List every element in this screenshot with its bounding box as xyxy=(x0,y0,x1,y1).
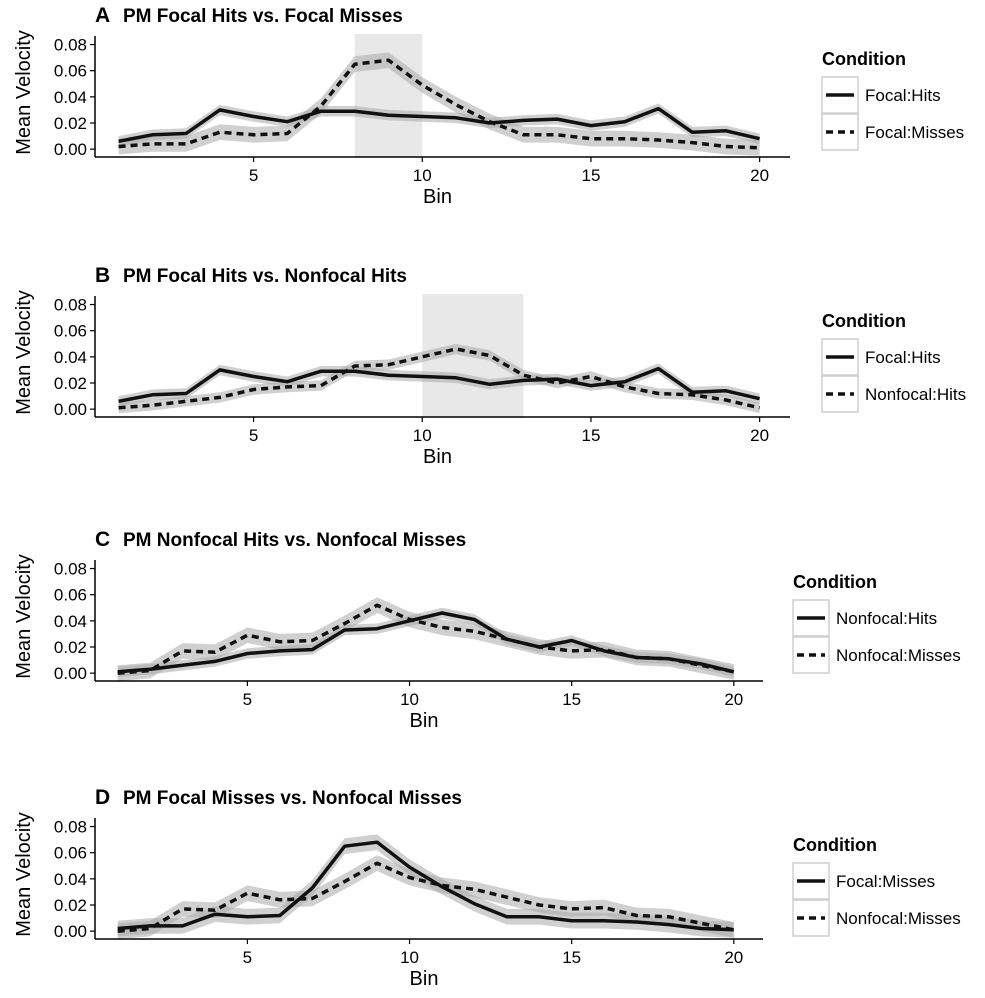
x-tick-label: 20 xyxy=(750,166,769,185)
y-tick-label: 0.00 xyxy=(54,664,87,683)
x-tick-label: 15 xyxy=(581,426,600,445)
y-tick-label: 0.06 xyxy=(54,586,87,605)
y-tick-label: 0.00 xyxy=(54,400,87,419)
y-tick-label: 0.04 xyxy=(54,612,87,631)
legend-title: Condition xyxy=(822,49,906,69)
legend: Condition Focal:Misses Nonfocal:Misses xyxy=(792,835,961,937)
panel-title: PM Focal Hits vs. Nonfocal Hits xyxy=(123,266,407,287)
y-tick-label: 0.02 xyxy=(54,114,87,133)
legend-label: Nonfocal:Hits xyxy=(836,609,937,628)
y-tick-label: 0.04 xyxy=(54,88,87,107)
y-tick-label: 0.06 xyxy=(54,844,87,863)
y-tick-label: 0.00 xyxy=(54,922,87,941)
legend-label: Focal:Hits xyxy=(865,86,941,105)
legend: Condition Focal:Hits Focal:Misses xyxy=(821,49,964,151)
x-tick-label: 20 xyxy=(750,426,769,445)
y-tick-label: 0.04 xyxy=(54,870,87,889)
x-tick-label: 10 xyxy=(413,426,432,445)
panel-letter: D xyxy=(95,786,110,809)
panel-letter: A xyxy=(95,4,110,27)
series-line-focal-misses xyxy=(118,58,760,150)
panel-c: C PM Nonfocal Hits vs. Nonfocal Misses 0.0… xyxy=(13,528,961,732)
y-tick-label: 0.08 xyxy=(54,818,87,837)
x-tick-label: 5 xyxy=(243,690,252,709)
panel-title: PM Focal Misses vs. Nonfocal Misses xyxy=(123,788,462,809)
y-axis-title: Mean Velocity xyxy=(13,554,35,679)
x-axis-title: Bin xyxy=(423,186,452,208)
y-tick-label: 0.08 xyxy=(54,296,87,315)
x-tick-label: 20 xyxy=(724,948,743,967)
panel-letter: C xyxy=(95,528,110,551)
y-tick-label: 0.02 xyxy=(54,638,87,657)
y-tick-label: 0.08 xyxy=(54,36,87,55)
x-tick-label: 20 xyxy=(724,690,743,709)
legend: Condition Focal:Hits Nonfocal:Hits xyxy=(821,311,966,413)
x-tick-label: 10 xyxy=(400,690,419,709)
x-tick-label: 10 xyxy=(400,948,419,967)
confidence-band-focal-hits xyxy=(118,103,760,147)
legend-label: Focal:Hits xyxy=(865,348,941,367)
x-tick-label: 10 xyxy=(413,166,432,185)
y-tick-label: 0.02 xyxy=(54,896,87,915)
series-line-focal-hits xyxy=(118,366,760,404)
x-tick-label: 15 xyxy=(562,690,581,709)
series-line-focal-misses xyxy=(117,840,734,932)
panel-title: PM Focal Hits vs. Focal Misses xyxy=(123,6,403,27)
series-line-focal-hits xyxy=(118,106,760,144)
x-tick-label: 15 xyxy=(581,166,600,185)
panel-b: B PM Focal Hits vs. Nonfocal Hits 0.00 0.02… xyxy=(13,264,966,468)
x-axis-title: Bin xyxy=(410,968,439,990)
panel-letter: B xyxy=(95,264,110,287)
y-axis-title: Mean Velocity xyxy=(13,812,35,937)
x-tick-label: 15 xyxy=(562,948,581,967)
legend-label: Nonfocal:Misses xyxy=(836,909,961,928)
confidence-band-focal-misses xyxy=(117,834,734,938)
series-line-nonfocal-misses xyxy=(117,603,735,675)
legend-title: Condition xyxy=(793,572,877,592)
y-axis-title: Mean Velocity xyxy=(13,30,35,155)
y-tick-label: 0.06 xyxy=(54,62,87,81)
panel-a: A PM Focal Hits vs. Focal Misses 0.00 0.02 0… xyxy=(13,4,964,208)
y-tick-label: 0.00 xyxy=(54,140,87,159)
legend-title: Condition xyxy=(822,311,906,331)
legend-label: Focal:Misses xyxy=(865,123,964,142)
x-axis-title: Bin xyxy=(410,710,439,732)
y-tick-label: 0.08 xyxy=(54,560,87,579)
legend-label: Nonfocal:Hits xyxy=(865,385,966,404)
x-axis-title: Bin xyxy=(423,446,452,468)
confidence-band-focal-hits xyxy=(118,363,760,407)
series-line-nonfocal-misses xyxy=(117,861,735,933)
y-tick-label: 0.06 xyxy=(54,322,87,341)
confidence-band-nonfocal-misses xyxy=(117,855,734,939)
y-axis-title: Mean Velocity xyxy=(13,290,35,415)
x-tick-label: 5 xyxy=(243,948,252,967)
x-tick-label: 5 xyxy=(249,166,258,185)
y-tick-label: 0.04 xyxy=(54,348,87,367)
confidence-band-nonfocal-misses xyxy=(117,597,734,681)
legend-label: Focal:Misses xyxy=(836,872,935,891)
x-tick-label: 5 xyxy=(249,426,258,445)
legend-title: Condition xyxy=(793,835,877,855)
y-tick-label: 0.02 xyxy=(54,374,87,393)
confidence-band-nonfocal-hits xyxy=(118,343,760,414)
panel-d: D PM Focal Misses vs. Nonfocal Misses 0.00… xyxy=(13,786,961,990)
panel-title: PM Nonfocal Hits vs. Nonfocal Misses xyxy=(123,530,466,551)
legend: Condition Nonfocal:Hits Nonfocal:Misses xyxy=(792,572,961,674)
confidence-band-focal-misses xyxy=(118,52,760,156)
series-line-nonfocal-hits xyxy=(118,347,760,410)
legend-label: Nonfocal:Misses xyxy=(836,646,961,665)
